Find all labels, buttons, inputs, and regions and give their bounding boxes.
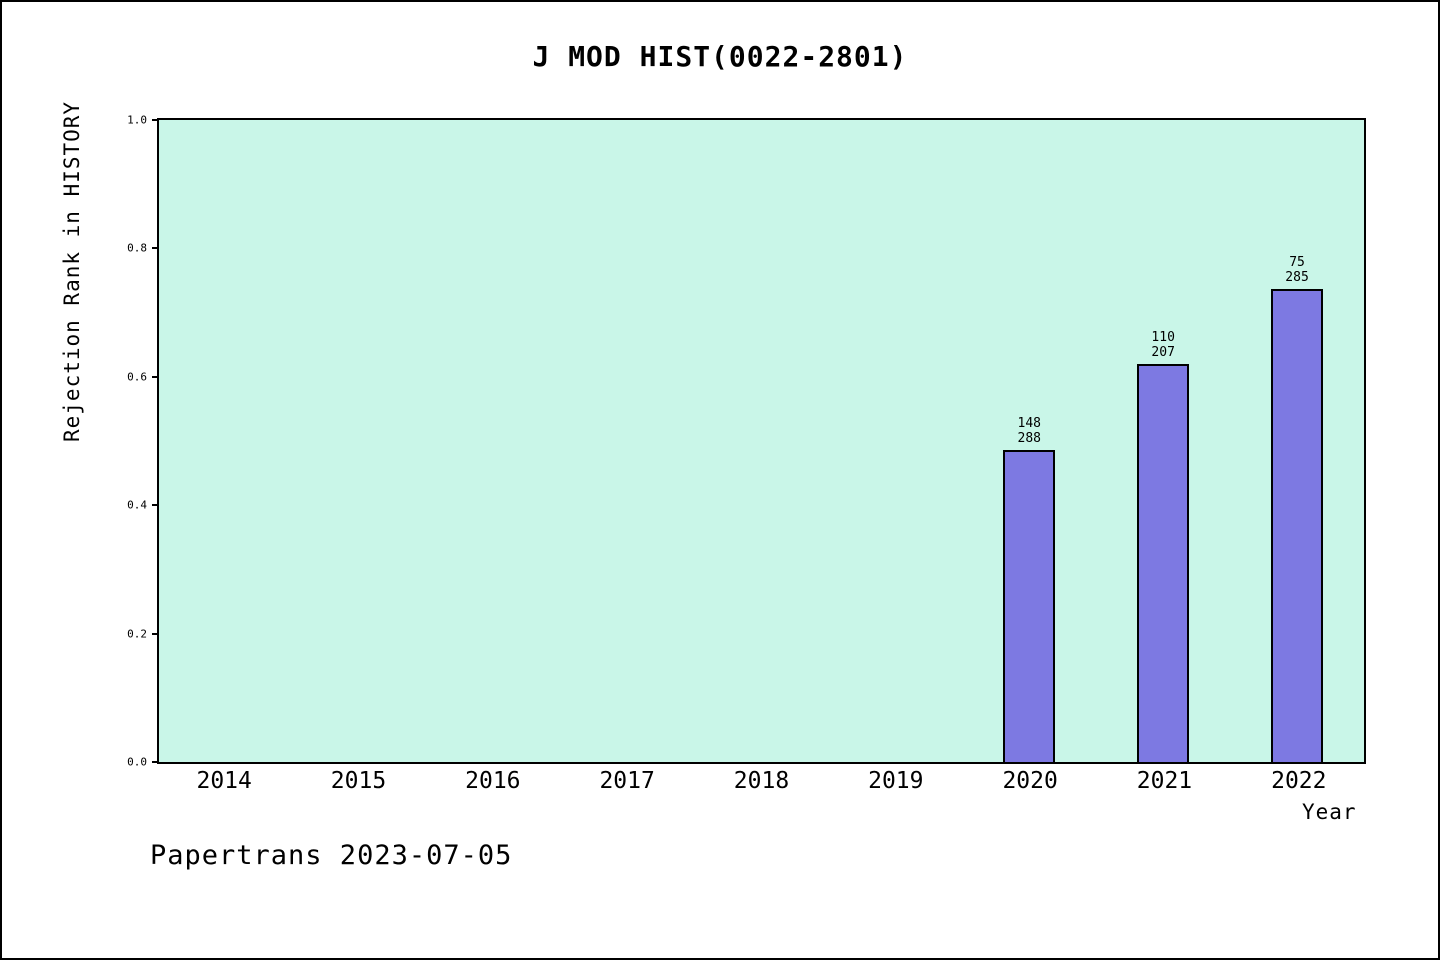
- x-axis-tick-labels: 2014 2015 2016 2017 2018 2019 2020 2021 2022: [157, 764, 1366, 798]
- plot-area: 0.0 0.2 0.4 0.6 0.8 1.0 148 288 110 207 75 285: [127, 115, 1366, 768]
- chart-title: J MOD HIST(0022-2801): [532, 40, 908, 73]
- x-tick-label-2017: 2017: [599, 768, 655, 794]
- bar-value-label-2021: 110 207: [1151, 329, 1175, 360]
- y-tick-label: 0.0: [127, 755, 147, 769]
- y-tick-label: 0.2: [127, 627, 147, 641]
- x-tick-label-2022: 2022: [1271, 768, 1327, 794]
- bar-2022: [1271, 288, 1324, 762]
- x-tick-label-2014: 2014: [196, 768, 252, 794]
- x-tick-label-2015: 2015: [330, 768, 387, 794]
- y-axis-label: Rejection Rank in HISTORY: [60, 100, 84, 442]
- y-tick-mark: [152, 761, 159, 763]
- y-tick-mark: [152, 119, 159, 121]
- y-tick-mark: [152, 504, 159, 507]
- bar-value-label-2020: 148 288: [1017, 416, 1042, 446]
- x-tick-label-2018: 2018: [733, 768, 790, 794]
- y-tick-label: 0.8: [127, 241, 147, 255]
- x-tick-label-2021: 2021: [1136, 768, 1193, 794]
- y-tick-label: 0.6: [127, 370, 147, 384]
- x-tick-label-2019: 2019: [868, 768, 924, 794]
- y-tick-mark: [152, 632, 159, 635]
- y-tick-label: 1.0: [127, 113, 147, 127]
- x-tick-label-2016: 2016: [465, 768, 521, 794]
- bar-2020: [1003, 450, 1056, 762]
- x-axis-label: Year: [1302, 800, 1357, 824]
- footer-text: Papertrans 2023-07-05: [150, 840, 513, 871]
- y-tick-label: 0.4: [127, 498, 147, 512]
- x-tick-label-2020: 2020: [1002, 768, 1058, 794]
- bar-2021: [1137, 363, 1190, 762]
- y-tick-mark: [152, 247, 159, 250]
- y-tick-mark: [152, 375, 159, 378]
- bar-value-label-2022: 75 285: [1285, 254, 1309, 285]
